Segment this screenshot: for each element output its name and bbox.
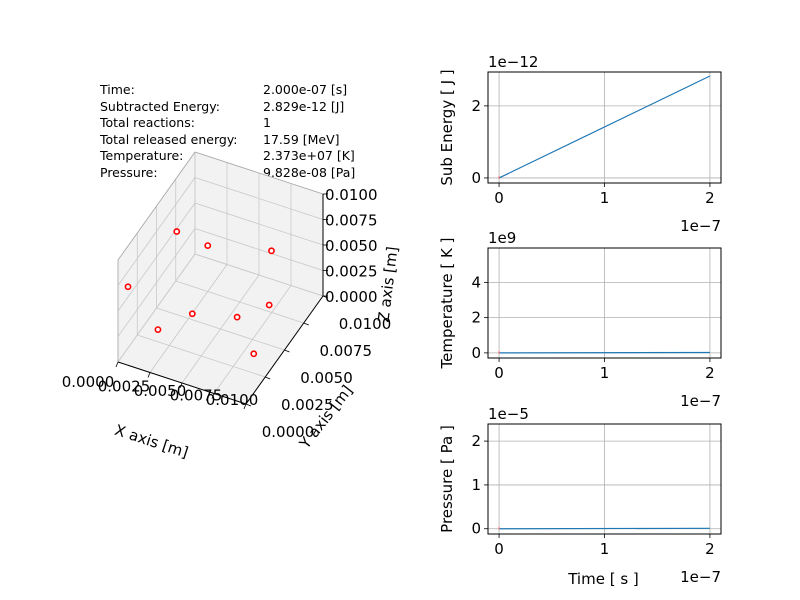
x-tick-label: 0.0025 — [98, 378, 151, 396]
info-label: Total reactions: — [100, 115, 195, 130]
y-axis-label: Temperature [ K ] — [438, 238, 456, 370]
info-value: 9.828e-08 [Pa] — [263, 164, 356, 180]
x-tick — [115, 361, 119, 368]
z-tick-label: 0.0050 — [325, 237, 378, 255]
z-tick-label: 0.0000 — [325, 288, 378, 306]
info-value: 2.829e-12 [J] — [263, 98, 345, 114]
y-tick-label: 0 — [471, 169, 481, 187]
y-tick-label: 1 — [471, 476, 481, 494]
y-tick-label: 4 — [471, 273, 481, 291]
y-tick-label: 0.0025 — [281, 396, 334, 414]
x-offset-text: 1e−7 — [680, 568, 721, 586]
info-value: 17.59 [MeV] — [263, 131, 340, 147]
y-offset-text: 1e−12 — [488, 53, 538, 71]
x-offset-text: 1e−7 — [680, 392, 721, 410]
y-tick — [284, 349, 290, 353]
data-point — [124, 283, 132, 291]
y-tick-label: 2 — [471, 97, 481, 115]
pane-edge — [194, 151, 324, 195]
y-tick-label: 0 — [471, 520, 481, 538]
x-tick-label: 0.0050 — [134, 382, 187, 400]
y-axis-label: Pressure [ Pa ] — [438, 425, 456, 533]
info-value: 2.000e-07 [s] — [263, 82, 348, 97]
info-label: Total released energy: — [100, 131, 238, 147]
grid-line — [117, 202, 196, 312]
x-tick-label: 1 — [600, 364, 610, 382]
y-tick-label: 0.0075 — [320, 342, 373, 360]
data-point — [268, 247, 275, 255]
y-tick-label: 2 — [471, 432, 481, 450]
y-tick-label: 0.0100 — [339, 315, 392, 333]
x-axis-label: Time [ s ] — [567, 570, 639, 588]
y-tick — [265, 376, 271, 380]
data-point — [204, 242, 212, 249]
data-point — [154, 326, 162, 333]
y-offset-text: 1e9 — [488, 229, 516, 247]
grid-line — [194, 177, 324, 220]
grid-line — [194, 253, 324, 297]
x-tick-label: 0.0000 — [62, 373, 115, 391]
data-point — [188, 310, 196, 318]
x-tick-label: 0 — [494, 189, 504, 207]
x-tick-label: 0.0075 — [170, 387, 223, 405]
info-label: Pressure: — [100, 164, 158, 180]
x-tick-label: 1 — [600, 189, 610, 207]
grid-line — [194, 202, 324, 246]
z-tick-label: 0.0075 — [325, 212, 378, 230]
grid-line — [175, 280, 304, 324]
grid-line — [156, 307, 285, 351]
x-tick — [179, 382, 183, 389]
series-line — [498, 75, 711, 179]
x-tick-label: 1 — [600, 540, 610, 558]
z-tick-label: 0.0025 — [325, 263, 378, 281]
y-tick-label: 2 — [471, 309, 481, 327]
x-tick-label: 0 — [494, 364, 504, 382]
data-point — [265, 301, 273, 309]
x-tick — [243, 403, 247, 410]
y-tick-label: 0 — [471, 344, 481, 362]
y-tick — [245, 403, 252, 407]
data-point — [250, 350, 258, 358]
x-tick-label: 0.0100 — [206, 391, 259, 409]
y-tick-label: 0.0050 — [300, 369, 353, 387]
info-label: Subtracted Energy: — [100, 98, 220, 114]
info-label: Time: — [100, 82, 135, 97]
info-value: 2.373e+07 [K] — [263, 148, 355, 163]
x-offset-text: 1e−7 — [680, 217, 721, 235]
grid-line — [213, 285, 292, 394]
y-offset-text: 1e−5 — [488, 405, 529, 423]
z-tick-label: 0.0100 — [325, 186, 378, 204]
y-tick — [303, 322, 309, 326]
info-label: Temperature: — [100, 148, 184, 163]
x-tick — [211, 393, 215, 399]
data-point — [233, 313, 241, 321]
x-tick-label: 2 — [705, 364, 715, 382]
grid-line — [117, 177, 196, 286]
x-tick-label: 2 — [705, 189, 715, 207]
y-axis-label: Sub Energy [ J ] — [438, 69, 456, 185]
x-tick — [147, 372, 151, 378]
x-tick-label: 0 — [494, 540, 504, 558]
pane-edge — [117, 151, 196, 261]
x-tick-label: 2 — [705, 540, 715, 558]
y-tick-label: 0.0000 — [262, 423, 315, 441]
data-point — [173, 228, 181, 235]
info-value: 1 — [263, 115, 271, 130]
